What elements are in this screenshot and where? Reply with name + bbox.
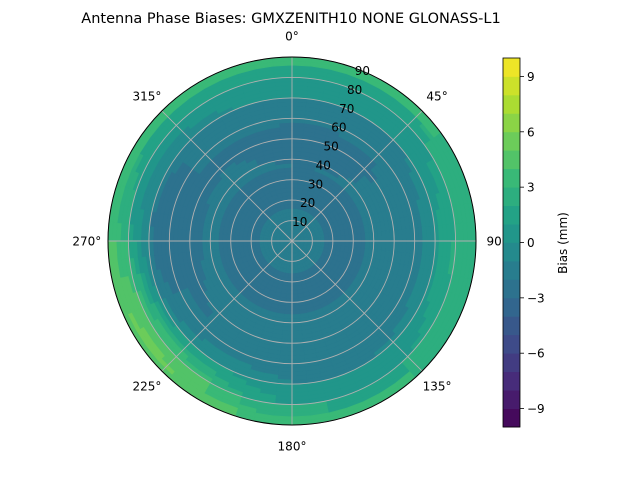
colorbar-segment [503, 335, 520, 354]
theta-tick-label: 135° [423, 380, 452, 394]
colorbar-segment [503, 113, 520, 132]
colorbar-segment [503, 169, 520, 188]
radial-tick-label: 60 [331, 121, 346, 135]
colorbar-segment [503, 390, 520, 409]
radial-tick-label: 40 [316, 158, 331, 172]
colorbar-segment [503, 243, 520, 262]
radial-tick-label: 10 [292, 215, 307, 229]
colorbar-segment [503, 187, 520, 206]
colorbar-segment [503, 58, 520, 77]
colorbar-tick-label: 6 [527, 125, 535, 139]
radial-tick-label: 70 [339, 102, 354, 116]
colorbar-tick-label: 3 [527, 181, 535, 195]
colorbar-segment [503, 298, 520, 317]
colorbar-segment [503, 353, 520, 372]
colorbar-tick-label: 9 [527, 70, 535, 84]
colorbar-tick-label: 0 [527, 236, 535, 250]
radial-tick-label: 20 [300, 196, 315, 210]
radial-tick-label: 30 [308, 177, 323, 191]
radial-tick-label: 50 [323, 140, 338, 154]
chart-title: Antenna Phase Biases: GMXZENITH10 NONE G… [81, 11, 500, 27]
colorbar-tick-label: −9 [527, 402, 545, 416]
colorbar-segment [503, 132, 520, 151]
theta-tick-label: 225° [132, 380, 161, 394]
colorbar-segment [503, 409, 520, 428]
colorbar-tick-label: −6 [527, 347, 545, 361]
colorbar-segment [503, 206, 520, 225]
theta-tick-label: 270° [72, 235, 101, 249]
colorbar-segment [503, 224, 520, 243]
theta-tick-label: 0° [285, 29, 299, 43]
colorbar-segment [503, 95, 520, 114]
colorbar: −9 −6 −3 0 3 6 9 [503, 58, 545, 427]
colorbar-label: Bias (mm) [556, 212, 570, 274]
polar-grid [108, 57, 476, 425]
radial-tick-label: 80 [347, 83, 362, 97]
colorbar-segment [503, 150, 520, 169]
theta-tick-label: 45° [426, 89, 447, 103]
colorbar-segment [503, 261, 520, 280]
colorbar-segment [503, 76, 520, 95]
colorbar-tick-label: −3 [527, 291, 545, 305]
theta-tick-label: 180° [278, 440, 307, 454]
radial-tick-label: 90 [355, 64, 370, 78]
colorbar-segment [503, 316, 520, 335]
colorbar-segment [503, 279, 520, 298]
theta-tick-label: 315° [132, 89, 161, 103]
colorbar-segment [503, 372, 520, 391]
